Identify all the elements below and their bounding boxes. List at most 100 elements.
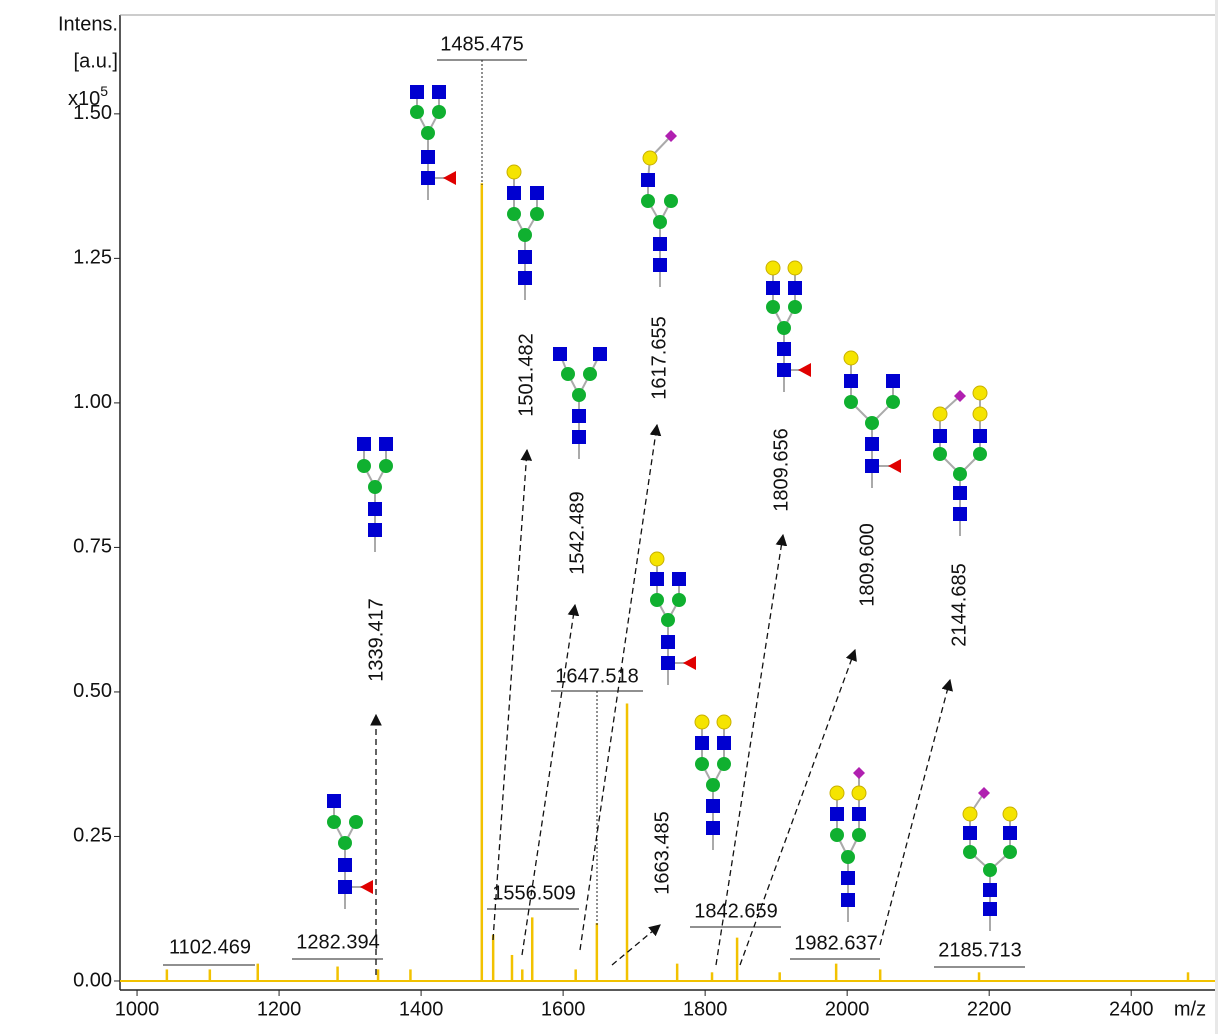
peak-label: 2185.713 [938, 939, 1021, 961]
mannose [653, 215, 667, 229]
glcnac [661, 656, 675, 670]
glcnac [410, 85, 424, 99]
glcnac [518, 250, 532, 264]
glycan-icon [962, 787, 1018, 931]
glcnac [841, 871, 855, 885]
frame-edge [1215, 0, 1218, 1034]
glycan-label: 1501.482 [515, 333, 537, 416]
x-tick-label: 1200 [257, 998, 302, 1020]
sialic-acid [665, 130, 677, 142]
mannose [706, 778, 720, 792]
galactose [716, 714, 732, 730]
glycan-icon [765, 260, 811, 392]
arrow [521, 603, 580, 956]
x-tick-label: 1600 [541, 998, 586, 1020]
glycan-icon [410, 85, 456, 200]
glcnac [973, 429, 987, 443]
galactose [787, 260, 803, 276]
mannose [641, 194, 655, 208]
fucose [683, 656, 696, 670]
mannose [1003, 845, 1017, 859]
glcnac [777, 342, 791, 356]
glycan-label: 1339.417 [365, 598, 387, 681]
arrow [579, 423, 662, 951]
x-tick-label: 1000 [115, 998, 160, 1020]
galactose [851, 785, 867, 801]
arrow [611, 924, 661, 966]
glycan-icon [553, 347, 607, 459]
glcnac [357, 437, 371, 451]
arrow [879, 678, 953, 946]
glcnac [572, 430, 586, 444]
mannose [530, 207, 544, 221]
mannose [695, 757, 709, 771]
glcnac [338, 880, 352, 894]
peak-label: 1647.518 [555, 665, 638, 687]
galactose [829, 785, 845, 801]
mannose [717, 757, 731, 771]
mannose [766, 300, 780, 314]
galactose [972, 385, 988, 401]
mannose [368, 480, 382, 494]
glycan-icon [327, 794, 373, 909]
glycan-icon [694, 714, 732, 850]
mannose [410, 105, 424, 119]
glcnac [368, 523, 382, 537]
glcnac [650, 572, 664, 586]
mannose [672, 593, 686, 607]
mannose [886, 395, 900, 409]
fucose [798, 363, 811, 377]
mannose [777, 321, 791, 335]
glycan-icon [932, 385, 988, 536]
mannose [379, 459, 393, 473]
glcnac [327, 794, 341, 808]
mannose [953, 467, 967, 481]
y-tick-label: 0.25 [73, 825, 112, 847]
peak-label: 1102.469 [169, 936, 251, 958]
mannose [963, 845, 977, 859]
glcnac [886, 374, 900, 388]
y-tick-label: 1.00 [73, 391, 112, 413]
glcnac [933, 429, 947, 443]
glcnac [518, 271, 532, 285]
glcnac [953, 486, 967, 500]
glcnac [788, 281, 802, 295]
mannose [788, 300, 802, 314]
mannose [349, 815, 363, 829]
x-tick-label: 2200 [967, 998, 1012, 1020]
glcnac [653, 258, 667, 272]
mannose [852, 828, 866, 842]
mannose [338, 836, 352, 850]
arrow [492, 448, 533, 941]
glcnac [553, 347, 567, 361]
x-tick-label: 1800 [683, 998, 728, 1020]
glycan-icon [357, 437, 393, 552]
mannose [661, 613, 675, 627]
y-tick-label: 0.00 [73, 969, 112, 991]
glycan-icon [649, 551, 696, 685]
glcnac [983, 883, 997, 897]
glcnac [865, 437, 879, 451]
sialic-acid [954, 390, 966, 402]
glycan-label: 1617.655 [648, 316, 670, 399]
arrow [715, 533, 788, 966]
x-tick-label: 2000 [825, 998, 870, 1020]
mannose [357, 459, 371, 473]
mannose [421, 126, 435, 140]
glcnac [653, 237, 667, 251]
galactose [642, 150, 658, 166]
galactose [765, 260, 781, 276]
galactose [1002, 806, 1018, 822]
mannose [841, 850, 855, 864]
glcnac [672, 572, 686, 586]
glcnac [865, 459, 879, 473]
y-tick-label: 0.75 [73, 536, 112, 558]
glcnac [379, 437, 393, 451]
glcnac [338, 858, 352, 872]
galactose [649, 551, 665, 567]
glcnac [852, 807, 866, 821]
fucose [443, 171, 456, 185]
galactose [506, 164, 522, 180]
glcnac [421, 171, 435, 185]
